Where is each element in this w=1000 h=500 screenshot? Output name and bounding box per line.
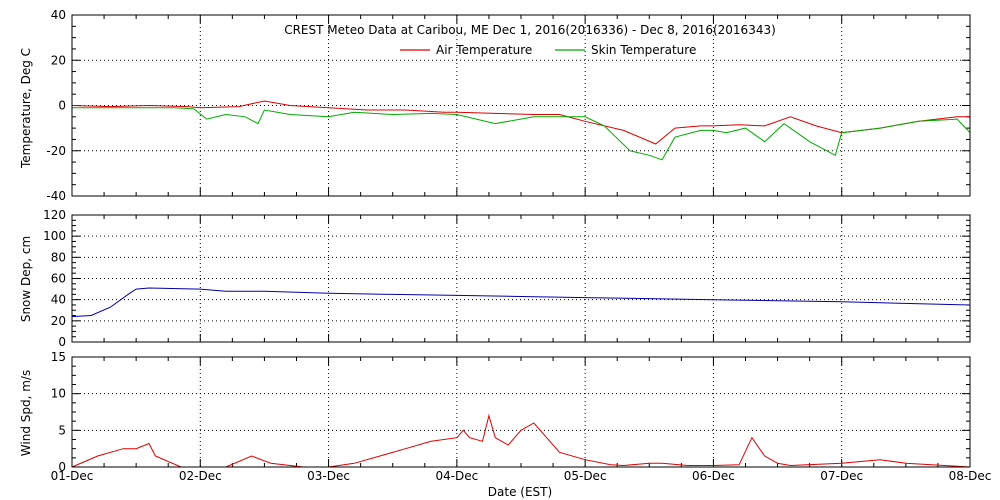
wind-speed-frame xyxy=(71,356,971,468)
chart-title: CREST Meteo Data at Caribou, ME Dec 1, 2… xyxy=(284,23,776,37)
snow-depth-ytick-label: 80 xyxy=(51,250,66,264)
snow-depth-y-label: Snow Dep, cm xyxy=(19,236,33,322)
temperature-ytick-label: 0 xyxy=(58,99,66,113)
temperature-ytick-label: 40 xyxy=(51,8,66,22)
temperature-ytick-label: 20 xyxy=(51,53,66,67)
xtick-label: 04-Dec xyxy=(435,469,478,483)
temperature-panel: Temperature, Deg C 40 20 0 -20 -40 xyxy=(19,8,971,203)
xtick-label: 07-Dec xyxy=(820,469,863,483)
snow-depth-ytick-label: 120 xyxy=(43,208,66,222)
legend-skin-label: Skin Temperature xyxy=(591,43,696,57)
xtick-label: 05-Dec xyxy=(564,469,607,483)
wind-speed-ytick-label: 5 xyxy=(58,423,66,437)
x-axis-label: Date (EST) xyxy=(488,485,552,499)
xtick-label: 06-Dec xyxy=(692,469,735,483)
snow-depth-ytick-label: 60 xyxy=(51,272,66,286)
temperature-frame xyxy=(71,14,971,197)
legend-air-label: Air Temperature xyxy=(436,43,532,57)
snow-depth-frame xyxy=(71,214,971,343)
wind-speed-ytick-label: 15 xyxy=(51,350,66,364)
snow-depth-ytick-label: 20 xyxy=(51,314,66,328)
temperature-ytick-label: -20 xyxy=(46,144,66,158)
snow-depth-ytick-label: 0 xyxy=(58,335,66,349)
snow-depth-panel: Snow Dep, cm 120 100 80 60 40 20 0 xyxy=(19,208,971,349)
temperature-series-1 xyxy=(71,100,970,145)
temperature-y-label: Temperature, Deg C xyxy=(19,48,33,169)
xtick-label: 08-Dec xyxy=(949,469,992,483)
xtick-label: 01-Dec xyxy=(51,469,94,483)
xtick-label: 02-Dec xyxy=(179,469,222,483)
snow-depth-series-1 xyxy=(71,287,971,318)
wind-speed-y-label: Wind Spd, m/s xyxy=(19,370,33,456)
temperature-series-2 xyxy=(72,107,971,161)
wind-speed-series-1 xyxy=(71,413,971,468)
xtick-label: 03-Dec xyxy=(307,469,350,483)
wind-speed-ytick-label: 10 xyxy=(51,387,66,401)
wind-speed-ytick-label: 0 xyxy=(58,460,66,474)
snow-depth-ytick-label: 40 xyxy=(51,293,66,307)
legend: Air Temperature Skin Temperature xyxy=(400,43,696,57)
snow-depth-ytick-label: 100 xyxy=(43,229,66,243)
wind-speed-panel: Wind Spd, m/s 15 10 5 0 xyxy=(19,350,971,474)
temperature-ytick-label: -40 xyxy=(46,189,66,203)
